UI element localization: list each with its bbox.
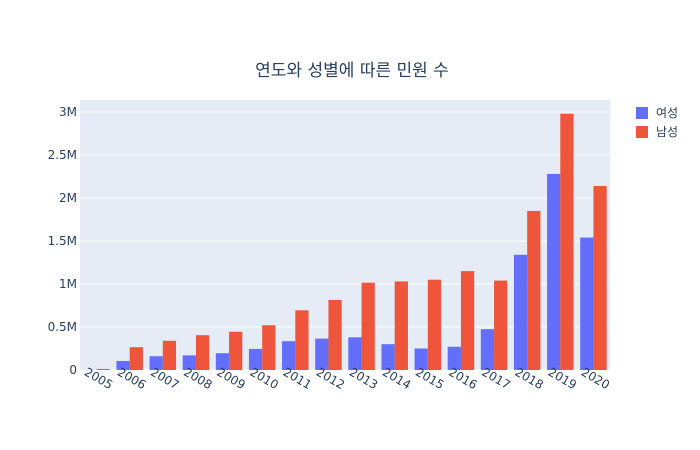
- y-axis-ticks: 0 0.5M 1M 1.5M 2M 2.5M 3M: [48, 105, 77, 377]
- bar-남성-2012: [328, 299, 342, 370]
- bar-여성-2016: [447, 346, 461, 370]
- bar-남성-2019: [560, 113, 574, 370]
- y-tick-label: 2M: [59, 191, 77, 205]
- bar-남성-2015: [427, 279, 442, 370]
- y-tick-label: 0.5M: [48, 320, 77, 334]
- bar-남성-2013: [361, 282, 375, 370]
- bar-남성-2007: [162, 340, 177, 370]
- y-tick-label: 0: [69, 363, 77, 377]
- bar-여성-2011: [282, 341, 296, 370]
- bar-여성-2010: [248, 348, 263, 370]
- bar-여성-2019: [547, 173, 561, 370]
- bar-여성-2013: [348, 337, 362, 370]
- y-tick-label: 1M: [59, 277, 77, 291]
- bar-남성-2018: [527, 210, 541, 370]
- bar-남성-2006: [129, 347, 143, 370]
- bar-여성-2009: [215, 353, 230, 370]
- legend-swatch: [636, 107, 648, 119]
- legend-label: 여성: [656, 106, 678, 120]
- bar-여성-2015: [414, 348, 428, 370]
- bar-남성-2005: [96, 368, 110, 370]
- y-tick-label: 1.5M: [48, 234, 77, 248]
- bar-남성-2009: [229, 331, 243, 370]
- bar-남성-2016: [460, 271, 475, 370]
- bar-여성-2008: [182, 355, 196, 370]
- bar-여성-2020: [580, 237, 594, 370]
- bar-여성-2018: [513, 254, 528, 370]
- bar-여성-2007: [149, 356, 163, 370]
- y-tick-label: 2.5M: [48, 148, 77, 162]
- legend-swatch: [636, 126, 648, 138]
- bar-여성-2006: [116, 360, 130, 370]
- legend-label: 남성: [656, 125, 678, 139]
- bar-남성-2008: [195, 335, 210, 370]
- bar-여성-2017: [480, 329, 495, 370]
- bar-남성-2014: [394, 281, 408, 370]
- bar-남성-2017: [494, 280, 508, 370]
- bars: [83, 113, 607, 370]
- chart-title: 연도와 성별에 따른 민원 수: [255, 61, 449, 81]
- bar-여성-2012: [315, 338, 329, 370]
- y-tick-label: 3M: [59, 105, 77, 119]
- bar-남성-2011: [295, 310, 309, 370]
- bar-남성-2010: [262, 325, 276, 370]
- bar-남성-2020: [593, 185, 607, 370]
- bar-여성-2014: [381, 344, 395, 370]
